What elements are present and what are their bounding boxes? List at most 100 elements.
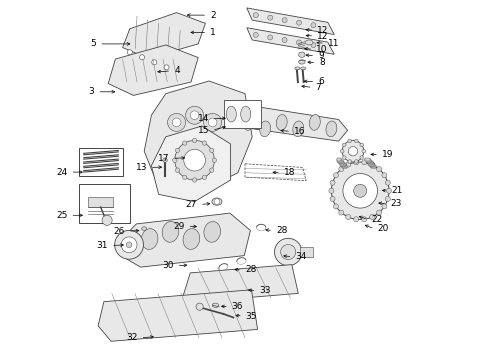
Circle shape (387, 188, 392, 193)
Circle shape (334, 204, 339, 209)
Bar (370, 164, 375, 167)
Circle shape (253, 13, 258, 18)
Circle shape (376, 167, 382, 172)
Circle shape (140, 55, 145, 60)
Text: 1: 1 (210, 28, 216, 37)
Ellipse shape (226, 106, 236, 122)
Text: 29: 29 (173, 222, 185, 231)
Circle shape (152, 60, 157, 65)
Circle shape (190, 111, 199, 120)
Circle shape (360, 156, 364, 159)
Ellipse shape (204, 221, 221, 242)
Circle shape (183, 175, 187, 180)
Ellipse shape (276, 114, 287, 130)
Ellipse shape (212, 198, 222, 205)
Circle shape (348, 147, 358, 156)
Bar (371, 166, 376, 168)
Circle shape (281, 244, 296, 260)
Circle shape (354, 184, 367, 197)
Bar (368, 162, 373, 165)
Text: 28: 28 (276, 226, 287, 235)
Circle shape (212, 158, 217, 162)
Circle shape (362, 149, 366, 153)
Text: 24: 24 (56, 168, 68, 177)
Circle shape (339, 210, 344, 215)
Circle shape (362, 160, 367, 165)
Text: 13: 13 (136, 163, 147, 172)
Text: 28: 28 (245, 266, 256, 275)
Text: 25: 25 (56, 211, 68, 220)
Bar (340, 163, 345, 166)
Ellipse shape (305, 40, 313, 45)
Circle shape (382, 173, 387, 178)
Bar (224, 100, 261, 128)
Ellipse shape (293, 121, 304, 137)
Text: 16: 16 (294, 127, 305, 136)
Text: 6: 6 (318, 77, 324, 86)
Text: 10: 10 (316, 45, 328, 54)
Text: 2: 2 (210, 11, 216, 20)
Circle shape (385, 197, 391, 202)
Text: 9: 9 (318, 51, 324, 60)
Polygon shape (98, 290, 258, 341)
Text: 34: 34 (295, 252, 307, 261)
Polygon shape (151, 126, 231, 202)
Polygon shape (88, 197, 113, 207)
Circle shape (354, 217, 359, 222)
Text: 5: 5 (91, 40, 97, 49)
Text: 26: 26 (114, 227, 125, 236)
Circle shape (193, 138, 197, 143)
Text: 21: 21 (391, 186, 403, 195)
Text: 20: 20 (377, 225, 389, 234)
Text: 4: 4 (174, 66, 180, 76)
Text: 35: 35 (245, 312, 257, 321)
Text: 30: 30 (162, 261, 174, 270)
Circle shape (296, 40, 301, 45)
Text: 33: 33 (259, 286, 271, 295)
Ellipse shape (162, 221, 179, 242)
Text: 27: 27 (186, 200, 197, 209)
Bar (300, 247, 313, 257)
Circle shape (354, 160, 359, 165)
Polygon shape (183, 265, 298, 302)
Text: 12: 12 (317, 32, 328, 41)
Text: 15: 15 (197, 126, 209, 135)
Circle shape (208, 118, 217, 127)
Circle shape (202, 141, 207, 145)
Circle shape (385, 180, 391, 185)
Ellipse shape (260, 121, 270, 137)
Circle shape (168, 113, 186, 131)
Circle shape (202, 175, 207, 180)
Text: 23: 23 (390, 199, 401, 208)
Circle shape (126, 242, 132, 248)
Text: 32: 32 (126, 333, 138, 342)
Circle shape (355, 160, 358, 163)
Polygon shape (230, 104, 347, 141)
Circle shape (369, 162, 375, 167)
Circle shape (282, 18, 287, 23)
Polygon shape (122, 13, 205, 58)
Circle shape (311, 42, 316, 48)
Ellipse shape (141, 229, 158, 249)
Circle shape (331, 162, 389, 220)
Circle shape (186, 106, 204, 124)
Bar (366, 158, 370, 161)
Circle shape (282, 37, 287, 42)
Bar (369, 163, 374, 166)
Circle shape (115, 230, 144, 259)
Polygon shape (245, 164, 306, 181)
Circle shape (102, 215, 112, 225)
Circle shape (164, 65, 169, 70)
Text: 8: 8 (319, 58, 325, 67)
Bar (366, 159, 371, 162)
Circle shape (193, 178, 197, 182)
Circle shape (343, 143, 346, 147)
Text: 3: 3 (89, 87, 95, 96)
Circle shape (382, 204, 387, 209)
Ellipse shape (309, 114, 320, 130)
Circle shape (348, 139, 351, 143)
Ellipse shape (212, 303, 219, 307)
Bar (339, 161, 344, 164)
Circle shape (343, 174, 377, 208)
Circle shape (210, 148, 214, 153)
